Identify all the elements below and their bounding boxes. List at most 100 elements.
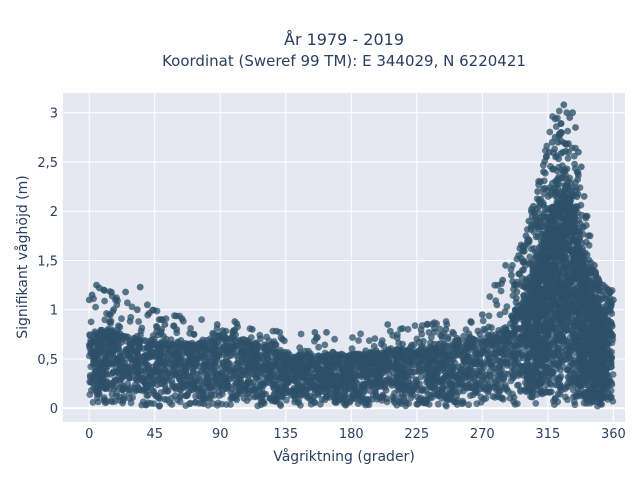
scatter-point [123,346,130,353]
scatter-point [310,394,317,401]
scatter-point [367,357,374,364]
scatter-point [427,384,434,391]
scatter-point [514,400,521,407]
scatter-point [156,402,163,409]
scatter-point [348,361,355,368]
scatter-point [571,377,578,384]
scatter-point [425,391,432,398]
scatter-point [238,357,245,364]
scatter-point [150,388,157,395]
scatter-point [570,236,577,243]
scatter-point [435,401,442,408]
scatter-point [557,272,564,279]
scatter-point [525,353,532,360]
scatter-point [551,223,558,230]
scatter-point [562,386,569,393]
scatter-point [131,348,138,355]
scatter-point [346,386,353,393]
scatter-point [181,360,188,367]
scatter-point [493,335,500,342]
scatter-point [581,289,588,296]
scatter-point [504,362,511,369]
scatter-point [136,375,143,382]
scatter-point [260,350,267,357]
scatter-point [545,352,552,359]
scatter-point [539,266,546,273]
scatter-point [210,369,217,376]
scatter-point [199,400,206,407]
scatter-point [143,382,150,389]
scatter-point [128,400,135,407]
scatter-point [174,397,181,404]
scatter-point [123,355,130,362]
scatter-point [572,337,579,344]
scatter-point [569,277,576,284]
scatter-point [556,242,563,249]
scatter-point [133,357,140,364]
scatter-point [500,396,507,403]
scatter-point [503,341,510,348]
scatter-point [264,356,271,363]
scatter-point [468,367,475,374]
scatter-point [144,399,151,406]
scatter-point [217,348,224,355]
scatter-point [515,382,522,389]
scatter-point [192,399,199,406]
scatter-point [517,388,524,395]
scatter-point [320,380,327,387]
scatter-point [418,374,425,381]
scatter-point [259,399,266,406]
scatter-point [143,392,150,399]
scatter-point [183,393,190,400]
scatter-point [581,348,588,355]
scatter-point [117,359,124,366]
scatter-point [457,352,464,359]
scatter-point [570,394,577,401]
scatter-point [218,370,225,377]
scatter-point [551,290,558,297]
scatter-point [541,341,548,348]
scatter-point [521,363,528,370]
scatter-point [320,357,327,364]
scatter-point [560,357,567,364]
scatter-point [223,401,230,408]
scatter-point [236,387,243,394]
scatter-point [580,301,587,308]
chart-title: År 1979 - 2019 [284,30,404,49]
scatter-point [558,215,565,222]
scatter-point [112,398,119,405]
scatter-point [565,288,572,295]
scatter-point [508,369,515,376]
scatter-point [107,336,114,343]
scatter-point [285,379,292,386]
scatter-point [551,341,558,348]
scatter-point [300,379,307,386]
scatter-point [169,383,176,390]
scatter-point [554,399,561,406]
scatter-point [552,375,559,382]
scatter-point [565,374,572,381]
scatter-point [224,350,231,357]
scatter-point [225,383,232,390]
scatter-point [581,389,588,396]
scatter-point [402,402,409,409]
scatter-point [247,394,254,401]
scatter-point [241,395,248,402]
scatter-point [422,354,429,361]
scatter-point [497,388,504,395]
scatter-point [564,396,571,403]
scatter-point [433,375,440,382]
scatter-point [86,391,93,398]
scatter-point [210,348,217,355]
scatter-point [543,274,550,281]
scatter-point [570,262,577,269]
scatter-point [366,387,373,394]
scatter-point [136,386,143,393]
scatter-point [527,377,534,384]
scatter-point [233,352,240,359]
scatter-point [426,372,433,379]
scatter-point [193,375,200,382]
scatter-point [541,310,548,317]
scatter-point [232,381,239,388]
